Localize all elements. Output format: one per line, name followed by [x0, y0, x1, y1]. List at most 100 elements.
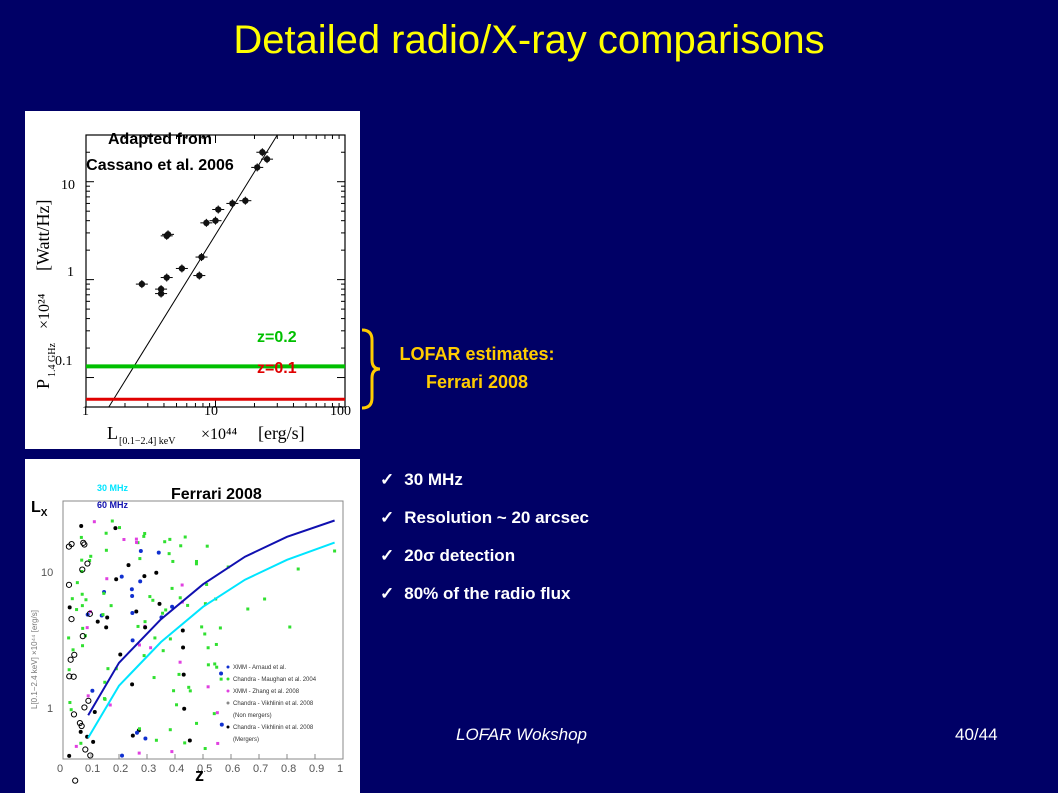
bot-scatter-point [168, 728, 172, 732]
bot-scatter-point [171, 559, 175, 563]
bot-scatter-point [212, 712, 216, 716]
bot-scatter-point [170, 750, 174, 754]
bot-scatter-point [216, 741, 220, 745]
bot-legend-entry: XMM - Zhang et al. 2008 [233, 689, 300, 695]
bot-scatter-point [205, 582, 209, 586]
bot-scatter-point [214, 642, 218, 646]
bot-scatter-point [172, 689, 176, 693]
top-plot-svg: 10 1 0.1 1 10 100 P 1.4 GHz ×10²⁴ [Watt/… [33, 134, 351, 447]
bot-scatter-point [91, 739, 96, 744]
bot-scatter-point [163, 540, 167, 544]
bot-x-tick-label: 0.1 [85, 763, 100, 775]
bot-scatter-point [80, 592, 84, 596]
bot-scatter-point [70, 673, 77, 680]
top-data-point [209, 216, 222, 225]
bot-scatter-point [138, 727, 142, 731]
bot-legend-marker [226, 689, 230, 693]
top-data-point [261, 155, 274, 164]
bot-scatter-point [218, 626, 222, 630]
bot-scatter-point [206, 685, 210, 689]
bot-scatter-point [138, 549, 143, 554]
top-scatter-plot: 10 1 0.1 1 10 100 P 1.4 GHz ×10²⁴ [Watt/… [25, 111, 360, 449]
top-data-point [256, 148, 269, 157]
bottom-detection-plot: 10 1 L[0.1−2.4 keV] ×10⁴⁴ [erg/s] 0 0.1 0.… [25, 459, 360, 793]
bot-scatter-point [156, 550, 161, 555]
bot-scatter-point [188, 689, 192, 693]
top-data-point [193, 271, 206, 280]
bot-scatter-point [68, 615, 75, 623]
bot-scatter-point [143, 736, 148, 741]
bot-scatter-point [183, 535, 187, 539]
bot-scatter-point [181, 672, 186, 677]
bullet-text: 80% of the radio flux [404, 584, 571, 603]
check-icon: ✓ [380, 470, 395, 489]
top-x-label-sub: [0.1−2.4] keV [119, 436, 176, 447]
bot-scatter-point [80, 570, 84, 574]
bot-scatter-point [79, 741, 83, 745]
bot-scatter-point [206, 646, 210, 650]
bot-scatter-point [219, 677, 223, 681]
bot-scatter-point [75, 581, 79, 585]
bot-scatter-point [170, 586, 174, 590]
z-axis-label: z [195, 765, 204, 785]
bot-scatter-point [200, 625, 204, 629]
z01-label: z=0.1 [257, 360, 297, 377]
bullet-list: ✓ 30 MHz ✓ Resolution ~ 20 arcsec ✓ 20σ det… [380, 470, 589, 622]
bot-scatter-point [215, 665, 219, 669]
bot-legend-entry: Chandra - Maughan et al. 2004 [233, 677, 317, 683]
bot-scatter-point [118, 652, 123, 657]
bot-scatter-point [74, 744, 78, 748]
lx-sub: X [40, 508, 48, 520]
bot-x-tick-label: 0.7 [253, 763, 268, 775]
bot-scatter-point [79, 535, 83, 539]
bot-scatter-point [86, 694, 90, 698]
bot-scatter-point [90, 688, 95, 693]
bot-scatter-point [113, 526, 118, 531]
bot-scatter-point [194, 562, 198, 566]
bot-scatter-point [333, 549, 337, 553]
bot-legend-marker [226, 725, 230, 729]
footer-event: LOFAR Wokshop [456, 725, 588, 744]
bot-scatter-point [104, 531, 108, 535]
top-y-tick-10: 10 [61, 178, 75, 193]
bot-scatter-point [164, 608, 168, 612]
top-x-tick-100: 100 [330, 404, 351, 419]
bot-scatter-point [130, 638, 135, 643]
slide-title: Detailed radio/X-ray comparisons [233, 18, 825, 62]
bot-scatter-point [79, 524, 84, 529]
bot-scatter-point [85, 734, 90, 739]
bot-scatter-point [213, 662, 217, 666]
bottom-plot-svg: 10 1 L[0.1−2.4 keV] ×10⁴⁴ [erg/s] 0 0.1 0.… [30, 483, 344, 784]
bot-scatter-point [80, 558, 84, 562]
bot-scatter-point [203, 747, 207, 751]
bot-scatter-point [288, 625, 292, 629]
bullet-item: ✓ 20σ detection [380, 546, 589, 584]
bot-scatter-point [134, 609, 139, 614]
bot-scatter-point [102, 591, 106, 595]
bot-scatter-point [157, 601, 162, 606]
bot-scatter-point [70, 597, 74, 601]
bot-scatter-point [67, 668, 71, 672]
bullet-text: Resolution ~ 20 arcsec [404, 508, 589, 527]
bot-scatter-point [114, 577, 119, 582]
top-y-label-main: P [33, 379, 53, 389]
bot-scatter-point [154, 738, 158, 742]
top-y-tick-1: 1 [67, 265, 74, 280]
bot-scatter-point [178, 596, 182, 600]
bot-scatter-point [142, 654, 146, 658]
bot-scatter-point [177, 672, 181, 676]
bot-scatter-point [86, 610, 93, 617]
legend-30mhz: 30 MHz [97, 483, 129, 493]
top-data-point [212, 205, 225, 214]
bot-scatter-point [109, 604, 113, 608]
bot-scatter-point [263, 597, 267, 601]
legend-60mhz: 60 MHz [97, 500, 129, 510]
bot-scatter-point [138, 579, 143, 584]
top-y-label-rest: ×10²⁴ [36, 293, 53, 329]
bot-scatter-point [106, 667, 110, 671]
bot-scatter-point [67, 605, 72, 610]
bot-scatter-point [137, 751, 141, 755]
bot-scatter-point [103, 680, 107, 684]
bot-scatter-point [183, 741, 187, 745]
bot-x-tick-label: 0 [57, 763, 63, 775]
